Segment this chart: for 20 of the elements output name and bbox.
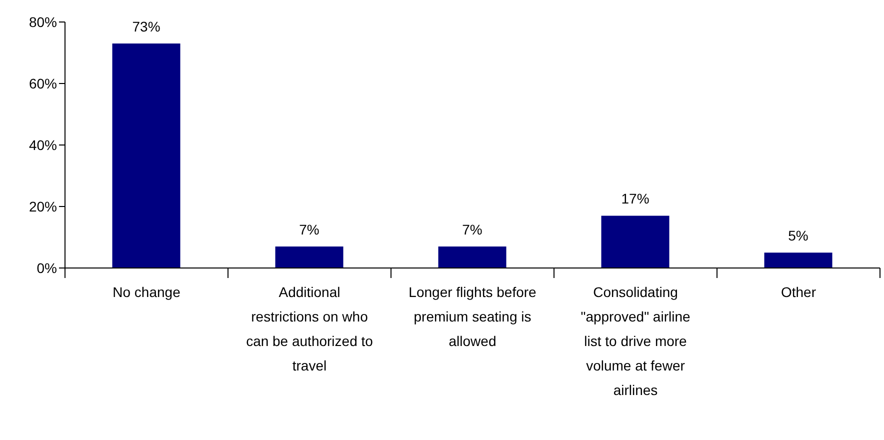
bar [601, 216, 670, 268]
x-tick-label: Consolidating "approved" airline list to drive more volume at fewer airlines [580, 284, 690, 398]
data-label: 17% [621, 190, 650, 207]
bar [275, 246, 344, 268]
bar [438, 246, 506, 268]
y-tick-label: 60% [28, 75, 57, 92]
x-tick-label: Longer flights before premium seating is allowed [408, 284, 537, 349]
x-tick-label: Other [780, 284, 816, 300]
x-tick-label: No change [112, 284, 181, 300]
data-label: 7% [299, 221, 320, 238]
y-tick-label: 20% [28, 198, 57, 214]
data-label: 5% [788, 228, 808, 244]
bar [764, 252, 832, 268]
y-tick-label: 40% [28, 136, 57, 153]
y-tick-label: 80% [28, 14, 57, 30]
data-label: 7% [462, 221, 482, 238]
y-tick-label: 0% [36, 260, 57, 276]
bar [112, 44, 180, 268]
data-label: 73% [132, 18, 160, 35]
x-tick-label: Additional restrictions on who can be authorized to travel [246, 284, 374, 374]
